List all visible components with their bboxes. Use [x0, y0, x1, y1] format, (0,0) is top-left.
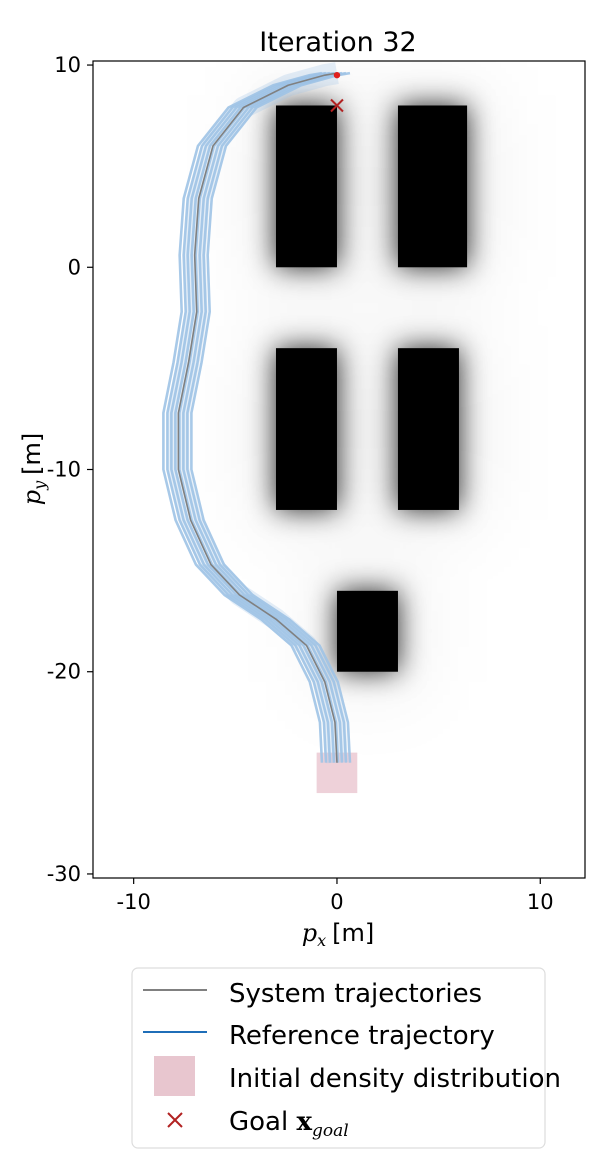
reference-trajectory-line: [162, 71, 324, 763]
reference-trajectory-line: [170, 71, 332, 763]
legend-label: Reference trajectory: [229, 1021, 495, 1051]
obstacles: [275, 105, 468, 672]
legend-label: System trajectories: [229, 979, 482, 1009]
obstacle-5: [336, 590, 398, 672]
reference-trajectory-line: [174, 71, 336, 763]
y-tick-label: -20: [47, 660, 81, 684]
system-trajectory-lines: [177, 72, 338, 763]
legend-goal-marker: [167, 1112, 183, 1128]
x-axis-label: px [m]: [302, 919, 375, 950]
x-ticks: -10 0 10: [117, 878, 554, 914]
legend-label: Goal xgoal: [229, 1107, 349, 1141]
y-tick-label: -10: [47, 458, 81, 482]
legend: System trajectories Reference trajectory I…: [131, 967, 561, 1149]
legend-box: [131, 967, 546, 1149]
system-trajectory-line: [177, 72, 338, 763]
obstacle-4: [397, 348, 459, 510]
goal-marker: [330, 98, 344, 113]
obstacle-3: [275, 348, 337, 510]
x-tick-label: -10: [117, 890, 151, 914]
y-tick-label: -30: [47, 862, 81, 886]
plot-layer: [162, 62, 478, 794]
y-axis-label: py[m]: [18, 433, 49, 506]
y-tick-label: 10: [54, 53, 81, 77]
reference-trajectory-line: [166, 71, 328, 763]
x-tick-label: 10: [527, 890, 554, 914]
obstacle-2: [397, 105, 468, 268]
chart-title: Iteration 32: [259, 27, 416, 58]
reference-trajectory-line: [182, 71, 344, 763]
obstacle-1: [275, 105, 337, 268]
y-tick-label: 0: [68, 255, 81, 279]
y-ticks: 10 0 -10 -20 -30: [47, 53, 93, 886]
trajectory-end-point: [333, 71, 341, 79]
reference-trajectory-line: [190, 71, 352, 763]
legend-label: Initial density distribution: [229, 1064, 561, 1094]
legend-patch-swatch: [154, 1056, 195, 1096]
goal-layer: [330, 71, 344, 113]
reference-trajectory-line: [186, 71, 348, 763]
x-tick-label: 0: [330, 890, 343, 914]
